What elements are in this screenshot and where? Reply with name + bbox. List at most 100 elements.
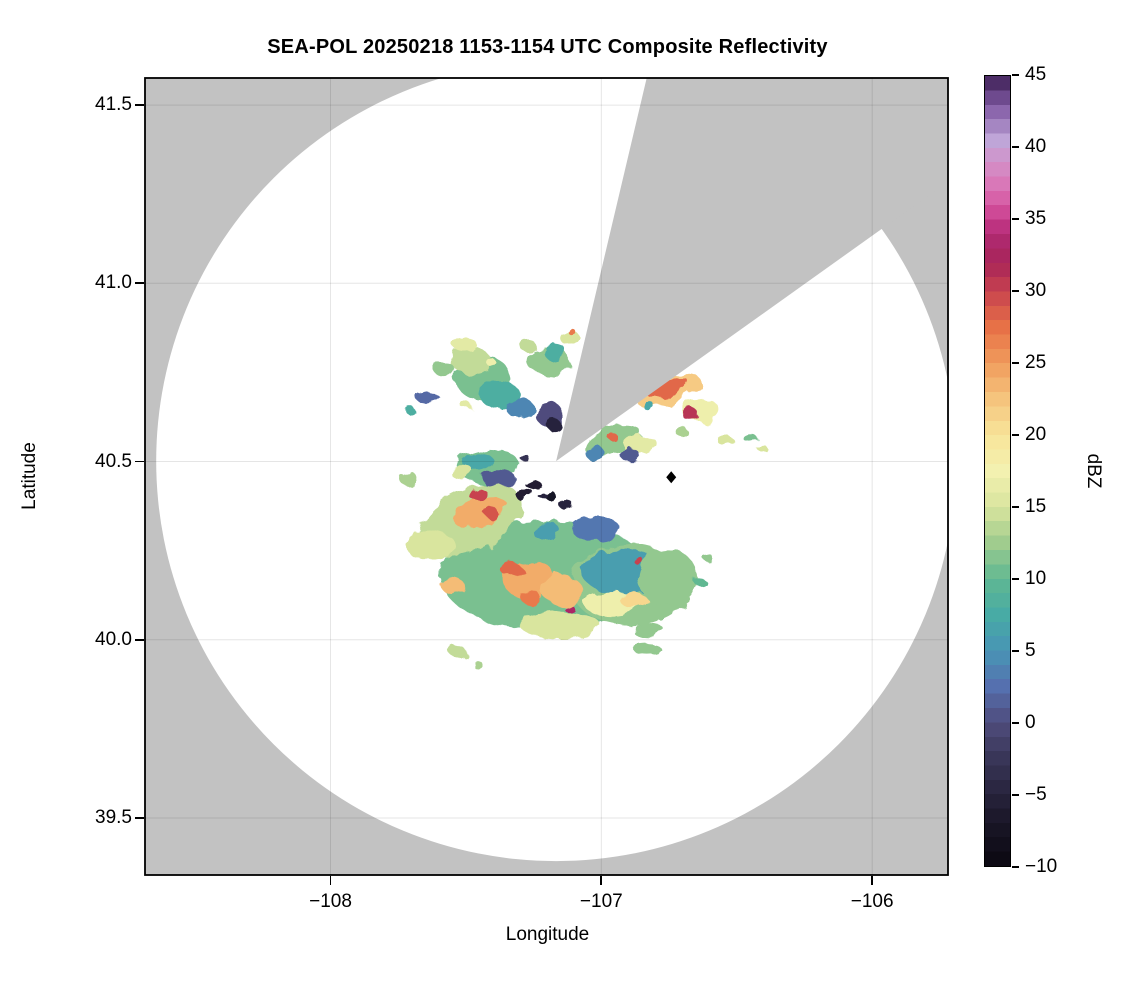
echo-blob (560, 331, 581, 346)
echo-blob (417, 393, 439, 403)
echo-blob (634, 645, 663, 656)
echo-blob (449, 646, 467, 659)
colorbar-tick-label: 20 (1025, 424, 1047, 445)
plot-border (144, 77, 949, 876)
echo-blob (543, 344, 567, 360)
echo-blob (453, 497, 507, 528)
echo-blob (461, 401, 471, 410)
echo-blob (484, 508, 499, 519)
echo-blob (571, 515, 620, 542)
echo-blob (536, 491, 546, 497)
x-tick-label: −107 (579, 891, 623, 912)
echo-blob (559, 500, 574, 511)
echo-blob (637, 549, 699, 607)
y-tick-label: 39.5 (95, 806, 132, 828)
y-tick-mark (135, 282, 144, 285)
colorbar-tick-mark (1012, 218, 1019, 220)
colorbar-tick-label: 35 (1025, 208, 1047, 229)
x-tick-mark (329, 876, 332, 885)
echo-blob (448, 345, 492, 375)
echo-blob (520, 589, 541, 605)
colorbar (984, 75, 1011, 867)
site-marker-diamond (666, 471, 677, 484)
y-tick-label: 40.5 (95, 450, 132, 472)
y-tick-mark (135, 104, 144, 106)
x-tick-label: −108 (309, 891, 352, 912)
echo-blob (716, 435, 734, 446)
y-axis-label: Latitude (19, 442, 40, 510)
x-tick-mark (871, 876, 874, 885)
blocked-sector-wedge (556, 78, 948, 462)
echo-blob (632, 622, 665, 638)
colorbar-tick-mark (1012, 650, 1019, 652)
y-tick-label: 40.0 (95, 628, 132, 650)
colorbar-tick-mark (1012, 362, 1019, 364)
colorbar-tick-label: −10 (1025, 856, 1058, 877)
echo-blob (450, 465, 475, 480)
echo-blob (517, 487, 531, 501)
colorbar-tick-mark (1012, 722, 1019, 724)
y-tick-mark (135, 460, 144, 463)
echo-blob (404, 529, 455, 560)
echo-blob (520, 611, 601, 640)
colorbar-tick-mark (1012, 74, 1019, 76)
echo-blob (620, 449, 641, 462)
colorbar-tick-label: 15 (1025, 496, 1047, 517)
echo-blob (522, 479, 542, 488)
echo-blob (683, 409, 700, 422)
echo-blob (453, 337, 478, 353)
colorbar-tick-label: −5 (1025, 784, 1047, 805)
colorbar-tick-mark (1012, 434, 1019, 436)
y-tick-mark (135, 638, 144, 641)
echo-blob (473, 661, 483, 669)
colorbar-tick-label: 45 (1025, 64, 1047, 85)
echo-blob (646, 378, 689, 398)
colorbar-tick-mark (1012, 866, 1019, 868)
echo-blob (399, 471, 417, 486)
colorbar-tick-label: 10 (1025, 568, 1047, 589)
colorbar-tick-label: 40 (1025, 136, 1047, 157)
x-tick-label: −106 (850, 891, 894, 912)
chart-title: SEA-POL 20250218 1153-1154 UTC Composite… (267, 36, 828, 58)
echo-blob (542, 575, 583, 606)
echo-blob (440, 577, 465, 594)
echo-blob (584, 445, 605, 460)
echo-blob (694, 578, 707, 586)
echo-blob (506, 398, 535, 419)
reflectivity-echoes (399, 329, 769, 669)
echo-blob (633, 556, 644, 565)
x-axis-label: Longitude (505, 924, 590, 945)
echo-blob (519, 454, 530, 461)
colorbar-label: dBZ (1083, 453, 1104, 489)
y-tick-label: 41.5 (95, 94, 132, 116)
colorbar-tick-label: 5 (1025, 640, 1036, 661)
echo-blob (501, 562, 522, 579)
echo-blob (543, 490, 556, 499)
colorbar-tick-mark (1012, 146, 1019, 148)
echo-blob (435, 362, 456, 379)
colorbar-tick-mark (1012, 290, 1019, 292)
plot-area (145, 78, 948, 875)
echo-blob (674, 425, 687, 436)
echo-blob (563, 603, 573, 612)
echo-blob (568, 329, 577, 335)
echo-blob (701, 552, 712, 560)
colorbar-tick-label: 25 (1025, 352, 1047, 373)
colorbar-tick-mark (1012, 578, 1019, 580)
echo-blob (745, 436, 760, 445)
echo-blob (487, 359, 497, 368)
echo-blob (403, 404, 413, 412)
colorbar-tick-label: 30 (1025, 280, 1047, 301)
echo-blob (469, 487, 488, 502)
echo-blob (519, 338, 536, 352)
y-tick-mark (135, 817, 144, 819)
colorbar-tick-mark (1012, 794, 1019, 796)
x-tick-mark (600, 876, 603, 885)
echo-blob (607, 432, 618, 441)
y-tick-label: 41.0 (95, 272, 132, 294)
echo-blob (759, 446, 769, 455)
echo-blob (642, 401, 655, 410)
echo-blob (620, 592, 649, 609)
